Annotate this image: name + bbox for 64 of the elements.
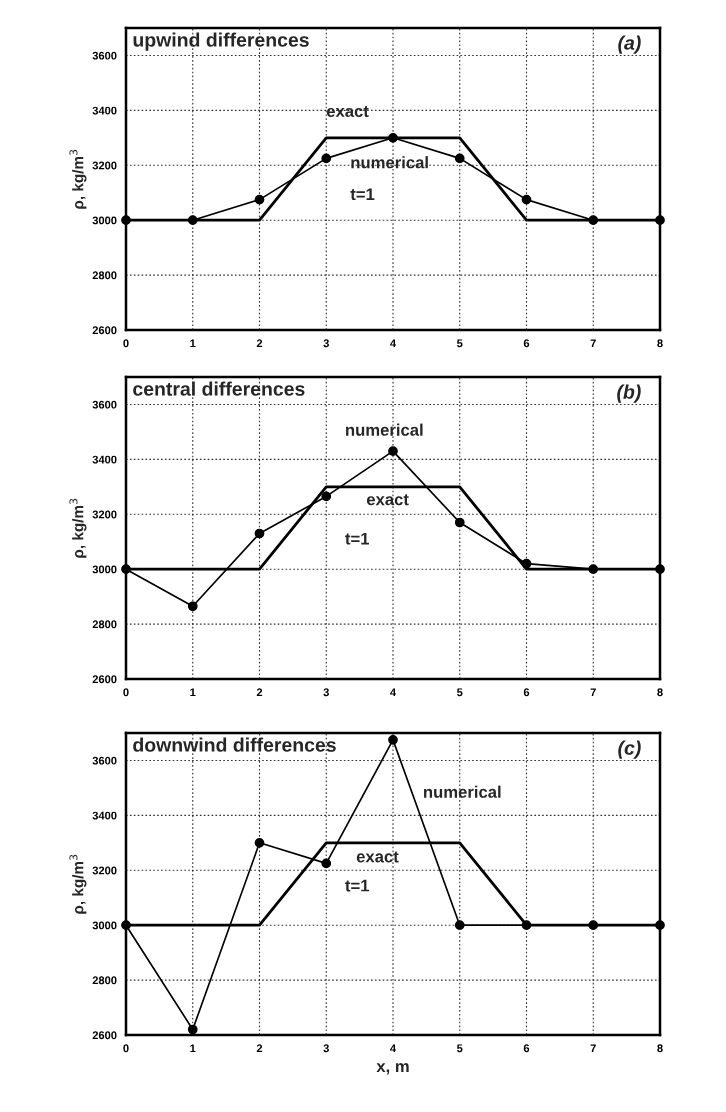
y-tick-label: 3400 xyxy=(92,811,117,820)
x-tick-label: 5 xyxy=(457,688,463,697)
y-tick-label: 3600 xyxy=(92,756,117,765)
x-axis-title: x, m xyxy=(376,1063,409,1075)
x-tick-label: 0 xyxy=(123,339,129,348)
annotation: (c) xyxy=(618,740,641,759)
series-label: numerical xyxy=(351,156,428,169)
x-tick-label: 4 xyxy=(390,1044,397,1053)
series-label: numerical xyxy=(346,423,423,436)
series-label: exact xyxy=(366,494,409,506)
x-tick-label: 5 xyxy=(457,1044,463,1053)
x-tick-label: 3 xyxy=(323,688,329,697)
annotation: t=1 xyxy=(345,879,370,892)
annotation: (a) xyxy=(618,35,641,54)
y-tick-label: 2800 xyxy=(92,976,117,985)
x-tick-label: 0 xyxy=(123,688,129,697)
x-tick-label: 2 xyxy=(256,339,263,348)
annotation: t=1 xyxy=(350,188,375,201)
x-tick-label: 7 xyxy=(590,688,596,697)
x-tick-label: 8 xyxy=(657,339,663,348)
y-tick-label: 3400 xyxy=(92,106,117,115)
annotation: t=1 xyxy=(345,532,370,545)
y-tick-label: 3200 xyxy=(92,161,117,170)
y-tick-label: 2600 xyxy=(92,675,117,684)
y-tick-label: 3600 xyxy=(92,400,117,409)
y-tick-label: 2600 xyxy=(92,1031,117,1040)
series-label: numerical xyxy=(424,785,501,798)
x-tick-label: 1 xyxy=(190,688,196,697)
y-tick-label: 2800 xyxy=(92,271,117,280)
x-tick-label: 8 xyxy=(657,688,663,697)
x-tick-label: 4 xyxy=(390,339,397,348)
y-tick-label: 2600 xyxy=(92,326,117,335)
y-tick-label: 2800 xyxy=(92,620,117,629)
y-tick-label: 3400 xyxy=(92,455,117,464)
x-tick-label: 1 xyxy=(190,1044,196,1053)
annotation: (b) xyxy=(617,384,641,403)
x-tick-label: 4 xyxy=(390,688,397,697)
x-tick-label: 8 xyxy=(657,1044,663,1053)
y-tick-label: 3600 xyxy=(92,51,117,60)
x-tick-label: 1 xyxy=(190,339,196,348)
x-tick-label: 5 xyxy=(457,339,463,348)
y-axis-title: ρ, kg/m$^{3}$ xyxy=(69,498,87,558)
x-tick-label: 3 xyxy=(323,339,329,348)
y-axis-title: ρ, kg/m$^{3}$ xyxy=(69,149,87,209)
y-tick-label: 3000 xyxy=(92,921,117,930)
x-tick-label: 6 xyxy=(523,688,530,697)
x-tick-label: 2 xyxy=(256,688,263,697)
y-tick-label: 3000 xyxy=(92,565,117,574)
y-tick-label: 3000 xyxy=(92,216,117,225)
x-tick-label: 7 xyxy=(590,339,596,348)
x-tick-label: 7 xyxy=(590,1044,596,1053)
y-tick-label: 3200 xyxy=(92,510,117,519)
x-tick-label: 2 xyxy=(256,1044,263,1053)
chart-title: central differences xyxy=(133,381,305,396)
x-tick-label: 6 xyxy=(523,339,530,348)
series-label: exact xyxy=(356,851,399,863)
chart-title: downwind differences xyxy=(133,737,336,752)
y-tick-label: 3200 xyxy=(92,866,117,875)
x-tick-label: 0 xyxy=(123,1044,129,1053)
chart-title: upwind differences xyxy=(133,32,309,51)
x-tick-label: 6 xyxy=(523,1044,530,1053)
x-tick-label: 3 xyxy=(323,1044,329,1053)
series-label: exact xyxy=(326,106,369,118)
y-axis-title: ρ, kg/m$^{3}$ xyxy=(69,854,87,914)
